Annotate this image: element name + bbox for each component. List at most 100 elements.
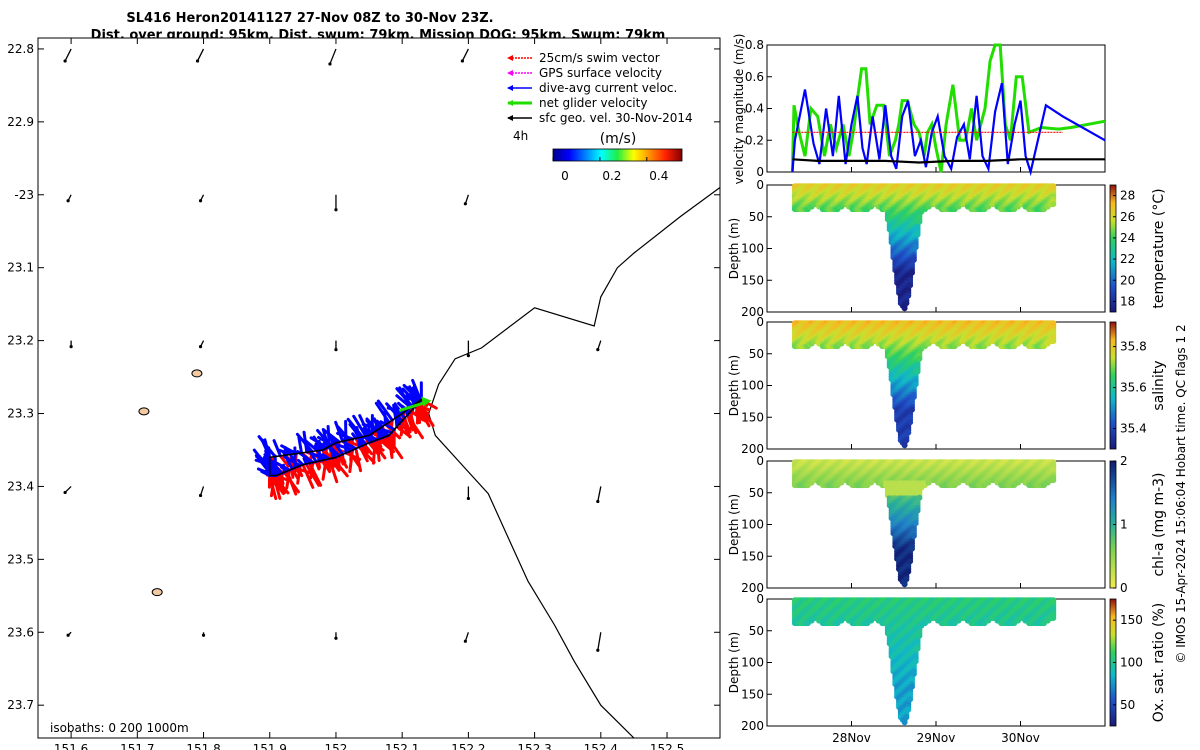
map-xtick-label: 151.8 — [186, 742, 220, 750]
surface-velocity-arrowhead — [198, 493, 203, 498]
map-ytick-label: 23.5 — [7, 552, 34, 566]
swim-vector-fan-stroke — [307, 461, 323, 487]
glider-track — [268, 398, 423, 477]
section-sample-dot — [910, 393, 917, 400]
island-reef — [151, 588, 163, 597]
section-sample-dot — [912, 520, 919, 527]
map-ytick-label: 23.3 — [7, 407, 34, 421]
current-vector-fan-stroke — [376, 399, 394, 422]
island-reef — [138, 407, 150, 416]
section-colorbar — [1109, 184, 1117, 313]
section-sample-dot — [914, 368, 921, 375]
swim-vector-fan-stroke — [367, 441, 380, 456]
section-colorbar-tick-label: 20 — [1120, 273, 1135, 287]
legend-label: net glider velocity — [539, 96, 647, 110]
surface-velocity-arrowhead — [334, 348, 338, 352]
current-vector-fan-stroke — [321, 453, 331, 461]
current-vector-fan-stroke — [302, 457, 308, 466]
swim-vector-fan-stroke — [357, 445, 376, 464]
section-sample-dot — [907, 282, 914, 289]
section-colorbar-label: temperature (°C) — [1151, 188, 1167, 308]
map-xtick-label: 152.2 — [451, 742, 485, 750]
surface-velocity-arrowhead — [463, 202, 467, 206]
swim-vector-fan-stroke — [274, 474, 292, 483]
section-sample-dot — [907, 419, 914, 426]
map-xtick-label: 152.5 — [650, 742, 684, 750]
section-colorbar-tick-label: 24 — [1120, 231, 1135, 245]
time-step-note: 4h — [513, 129, 528, 143]
current-vector-fan-stroke — [343, 432, 348, 455]
velocity-series-line — [792, 158, 1105, 164]
section-ytick-label: 100 — [741, 242, 764, 256]
current-vector-fan-stroke — [393, 402, 402, 426]
section-ytick-label: 0 — [756, 178, 764, 192]
velocity-panel: 00.20.40.60.8 velocity magnitude (m/s) — [732, 34, 1106, 184]
surface-velocity-arrowhead — [334, 208, 338, 212]
section-ytick-label: 0 — [756, 315, 764, 329]
net-velocity-arrow — [398, 401, 426, 413]
speed-colorbar-ticks: 0 0.2 0.4 — [552, 157, 668, 183]
current-vector-fan-stroke — [323, 439, 338, 459]
surface-velocity-vector — [64, 48, 72, 62]
swim-vector-fan-stroke — [331, 456, 349, 478]
velocity-ytick-label: 0 — [756, 165, 764, 179]
section-sample-dot — [903, 300, 910, 307]
map-ytick-label: 23.7 — [7, 698, 34, 712]
surface-velocity-arrowhead — [334, 636, 338, 640]
section-sample-dot — [909, 545, 915, 552]
section-sample-dot — [905, 292, 912, 299]
section-sample-dot — [905, 568, 912, 575]
surface-velocity-arrowhead — [466, 354, 470, 358]
swim-vector-fan-stroke — [278, 454, 290, 468]
map-panel: SL416 Heron20141127 27-Nov 08Z to 30-Nov… — [7, 11, 721, 750]
map-xtick-label: 151.6 — [54, 742, 88, 750]
swim-vector-fan-stroke — [377, 437, 396, 454]
current-vector-fan-stroke — [303, 442, 318, 464]
swim-vector-fan-stroke — [413, 404, 426, 414]
map-content — [63, 48, 720, 738]
speed-colorbar-tick-label: 0.2 — [602, 169, 621, 183]
section-sample-dot — [1050, 338, 1057, 345]
surface-velocity-vector — [597, 632, 602, 651]
section-sample-dot — [901, 305, 908, 312]
current-vector-fan-stroke — [375, 419, 384, 429]
current-vector-fan-stroke — [273, 454, 278, 477]
surface-velocity-arrowhead — [328, 62, 332, 66]
current-vector-fan-stroke — [374, 401, 391, 424]
section-sample-dot — [901, 581, 908, 588]
net-velocity-arrowhead — [421, 396, 432, 407]
swim-vector-fan-stroke — [317, 459, 336, 468]
swim-vector-fan-stroke — [398, 422, 412, 431]
surface-velocity-arrowhead — [596, 648, 600, 652]
surface-velocity-vector — [329, 48, 337, 65]
speed-colorbar — [552, 148, 683, 162]
current-vector-fan-stroke — [282, 463, 286, 474]
swim-vector-fan-stroke — [344, 451, 362, 461]
map-ytick-label: -23 — [14, 188, 34, 202]
current-vector-fan-stroke — [351, 432, 358, 440]
surface-velocity-arrowhead — [463, 639, 467, 643]
section-sample-dot — [907, 558, 914, 565]
section-colorbar-tick-label: 35.4 — [1120, 422, 1147, 436]
current-vector-fan-stroke — [345, 442, 358, 451]
section-ytick-label: 150 — [741, 410, 764, 424]
map-title-line1: SL416 Heron20141127 27-Nov 08Z to 30-Nov… — [126, 11, 493, 26]
section-sample-dot — [916, 218, 923, 225]
section-colorbar-tick-label: 18 — [1120, 294, 1135, 308]
legend-label: sfc geo. vel. 30-Nov-2014 — [539, 111, 693, 125]
speed-colorbar-tick-label: 0.4 — [649, 169, 668, 183]
section-sample-dot — [901, 442, 908, 449]
swim-vector-fan-stroke — [268, 474, 285, 496]
section-colorbar-tick-label: 26 — [1120, 210, 1135, 224]
legend-label: 25cm/s swim vector — [539, 51, 660, 65]
surface-velocity-arrowhead — [466, 496, 470, 501]
legend-arrowhead — [507, 70, 513, 76]
map-ytick-label: 23.2 — [7, 334, 34, 348]
surface-velocity-vector — [597, 486, 602, 502]
surface-velocity-vector — [196, 48, 205, 62]
section-sample-dot — [910, 256, 917, 263]
